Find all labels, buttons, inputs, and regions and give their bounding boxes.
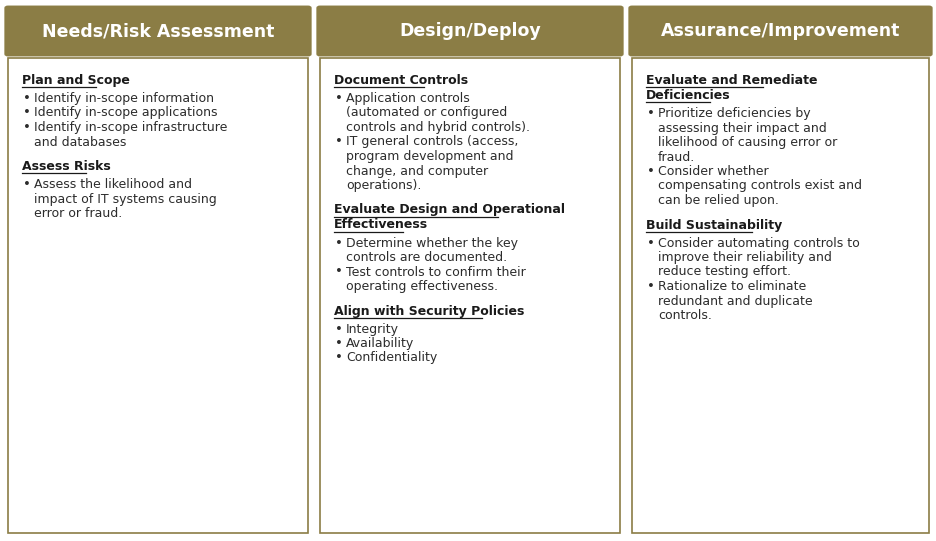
Text: reduce testing effort.: reduce testing effort. <box>657 266 790 279</box>
Text: •: • <box>335 92 343 105</box>
Text: •: • <box>335 135 343 148</box>
Text: redundant and duplicate: redundant and duplicate <box>657 294 812 307</box>
Text: Application controls: Application controls <box>345 92 469 105</box>
Text: IT general controls (access,: IT general controls (access, <box>345 135 518 148</box>
Text: compensating controls exist and: compensating controls exist and <box>657 180 861 193</box>
Text: •: • <box>335 236 343 249</box>
FancyBboxPatch shape <box>317 6 622 56</box>
Text: Plan and Scope: Plan and Scope <box>22 74 130 87</box>
Text: Assurance/Improvement: Assurance/Improvement <box>660 22 899 40</box>
Text: Prioritize deficiencies by: Prioritize deficiencies by <box>657 107 810 120</box>
FancyBboxPatch shape <box>628 6 930 56</box>
Text: assessing their impact and: assessing their impact and <box>657 122 826 135</box>
Text: Design/Deploy: Design/Deploy <box>399 22 540 40</box>
Text: Deficiencies: Deficiencies <box>645 89 730 102</box>
Text: Integrity: Integrity <box>345 322 399 335</box>
Text: and databases: and databases <box>34 135 126 148</box>
Text: Consider automating controls to: Consider automating controls to <box>657 236 859 249</box>
Text: Rationalize to eliminate: Rationalize to eliminate <box>657 280 805 293</box>
Text: Build Sustainability: Build Sustainability <box>645 219 782 232</box>
Text: improve their reliability and: improve their reliability and <box>657 251 831 264</box>
Text: Evaluate and Remediate: Evaluate and Remediate <box>645 74 816 87</box>
FancyBboxPatch shape <box>320 58 620 533</box>
Text: Identify in-scope applications: Identify in-scope applications <box>34 107 217 120</box>
Text: •: • <box>335 322 343 335</box>
Text: •: • <box>23 92 31 105</box>
Text: Needs/Risk Assessment: Needs/Risk Assessment <box>42 22 274 40</box>
Text: •: • <box>335 352 343 365</box>
Text: •: • <box>647 280 654 293</box>
Text: Determine whether the key: Determine whether the key <box>345 236 518 249</box>
Text: operations).: operations). <box>345 179 421 192</box>
Text: likelihood of causing error or: likelihood of causing error or <box>657 136 837 149</box>
Text: Assess the likelihood and: Assess the likelihood and <box>34 178 192 191</box>
Text: •: • <box>335 266 343 279</box>
Text: impact of IT systems causing: impact of IT systems causing <box>34 193 216 206</box>
Text: fraud.: fraud. <box>657 150 695 163</box>
Text: controls.: controls. <box>657 309 711 322</box>
Text: controls are documented.: controls are documented. <box>345 251 506 264</box>
Text: Align with Security Policies: Align with Security Policies <box>333 305 524 318</box>
Text: Availability: Availability <box>345 337 414 350</box>
Text: Identify in-scope information: Identify in-scope information <box>34 92 213 105</box>
Text: Identify in-scope infrastructure: Identify in-scope infrastructure <box>34 121 227 134</box>
Text: •: • <box>23 121 31 134</box>
Text: Confidentiality: Confidentiality <box>345 352 437 365</box>
Text: •: • <box>647 165 654 178</box>
Text: error or fraud.: error or fraud. <box>34 207 122 220</box>
Text: change, and computer: change, and computer <box>345 164 488 177</box>
Text: Consider whether: Consider whether <box>657 165 768 178</box>
Text: •: • <box>647 107 654 120</box>
Text: •: • <box>23 178 31 191</box>
Text: Assess Risks: Assess Risks <box>22 160 110 173</box>
FancyBboxPatch shape <box>6 6 311 56</box>
Text: •: • <box>335 337 343 350</box>
Text: •: • <box>23 107 31 120</box>
Text: •: • <box>647 236 654 249</box>
FancyBboxPatch shape <box>631 58 928 533</box>
Text: can be relied upon.: can be relied upon. <box>657 194 778 207</box>
Text: program development and: program development and <box>345 150 513 163</box>
Text: (automated or configured: (automated or configured <box>345 107 506 120</box>
Text: Document Controls: Document Controls <box>333 74 468 87</box>
Text: Test controls to confirm their: Test controls to confirm their <box>345 266 525 279</box>
FancyBboxPatch shape <box>8 58 308 533</box>
Text: controls and hybrid controls).: controls and hybrid controls). <box>345 121 530 134</box>
Text: Effectiveness: Effectiveness <box>333 219 428 232</box>
Text: Evaluate Design and Operational: Evaluate Design and Operational <box>333 203 564 216</box>
Text: operating effectiveness.: operating effectiveness. <box>345 280 497 293</box>
